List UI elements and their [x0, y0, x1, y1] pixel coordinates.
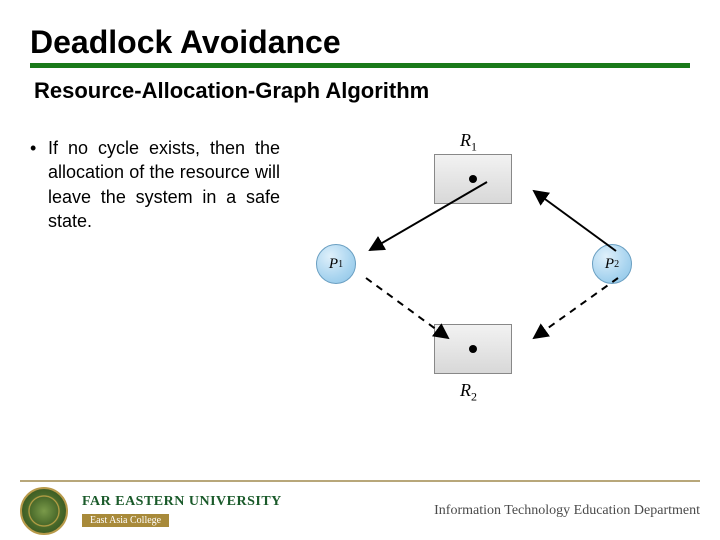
bullet-marker: • [30, 136, 48, 233]
r1-label-sub: 1 [471, 140, 477, 154]
slide-subtitle: Resource-Allocation-Graph Algorithm [34, 78, 690, 104]
department-name: Information Technology Education Departm… [434, 503, 700, 519]
slide-footer: FAR EASTERN UNIVERSITY East Asia College… [0, 480, 720, 540]
resource-r1-instance-dot [469, 175, 477, 183]
resource-r1 [434, 154, 512, 204]
content-row: • If no cycle exists, then the allocatio… [0, 104, 720, 416]
p2-label-main: P [605, 256, 614, 273]
title-underline [30, 63, 690, 68]
r1-label-main: R [460, 130, 471, 150]
r2-label-main: R [460, 380, 471, 400]
resource-r2 [434, 324, 512, 374]
bullet-text: If no cycle exists, then the allocation … [48, 136, 280, 233]
process-p1: P1 [316, 244, 356, 284]
p1-label-sub: 1 [338, 259, 343, 270]
process-p2: P2 [592, 244, 632, 284]
bullet-item: • If no cycle exists, then the allocatio… [30, 136, 280, 233]
university-name: FAR EASTERN UNIVERSITY [82, 494, 282, 510]
university-seal-icon [20, 487, 68, 535]
university-name-block: FAR EASTERN UNIVERSITY East Asia College [82, 494, 282, 528]
p1-label-main: P [329, 256, 338, 273]
p2-label-sub: 2 [614, 259, 619, 270]
college-name: East Asia College [82, 514, 169, 527]
edge-p2-to-r1 [534, 191, 616, 251]
r2-label: R2 [460, 380, 477, 405]
bullet-column: • If no cycle exists, then the allocatio… [30, 136, 280, 416]
resource-r2-instance-dot [469, 345, 477, 353]
slide-title: Deadlock Avoidance [30, 24, 690, 61]
edge-p2-to-r2-claim [534, 278, 618, 338]
title-section: Deadlock Avoidance Resource-Allocation-G… [0, 0, 720, 104]
slide-root: Deadlock Avoidance Resource-Allocation-G… [0, 0, 720, 540]
footer-content: FAR EASTERN UNIVERSITY East Asia College… [0, 482, 720, 540]
r2-label-sub: 2 [471, 390, 477, 404]
resource-allocation-graph: R1 R2 P1 P2 [294, 136, 690, 416]
r1-label: R1 [460, 130, 477, 155]
